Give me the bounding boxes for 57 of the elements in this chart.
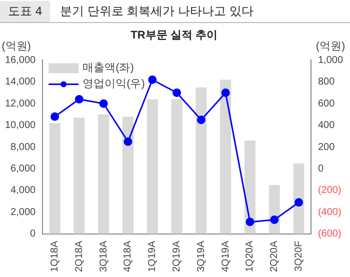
- x-tick-label: 2Q18A: [74, 240, 85, 272]
- x-tick-label: 1Q20A: [244, 240, 256, 272]
- point: [196, 116, 206, 124]
- point: [246, 218, 254, 226]
- x-tick-label: 1Q18A: [50, 240, 61, 272]
- chart-title: 분기 단위로 회복세가 나타나고 있다: [60, 2, 254, 20]
- x-tick-label: 4Q18A: [122, 240, 134, 272]
- y-tick-label: 6,000: [10, 163, 36, 174]
- bar: [196, 87, 207, 234]
- point: [172, 88, 182, 98]
- x-tick-label: 4Q19A: [220, 240, 232, 272]
- x-tick-label: 2Q20A: [269, 240, 280, 272]
- y-tick-label: 14,000: [4, 76, 36, 88]
- y2-tick-label: (600): [318, 228, 342, 240]
- point: [50, 112, 60, 121]
- x-tick-label: 3Q20F: [294, 240, 305, 272]
- legend-label: 영업이익(우): [82, 78, 145, 90]
- y-tick-label: 10,000: [4, 120, 36, 132]
- x-tick-label: 3Q18A: [98, 240, 110, 272]
- y-axis-title: (억원): [2, 40, 31, 53]
- point: [99, 99, 108, 108]
- y2-tick-label: (200): [318, 185, 342, 196]
- bar: [122, 116, 134, 234]
- bar: [293, 163, 304, 234]
- y-tick-label: 16,000: [4, 54, 36, 66]
- bar: [74, 118, 85, 234]
- bar: [220, 80, 232, 234]
- y-tick-label: 4,000: [10, 185, 36, 196]
- legend-label: 매출액(좌): [82, 62, 134, 74]
- point: [148, 75, 157, 84]
- y2-tick-label: 0: [318, 163, 324, 174]
- y-tick-label: 8,000: [10, 142, 36, 153]
- text: 도표 4: [0, 0, 50, 22]
- bar: [171, 99, 182, 234]
- bar: [49, 123, 60, 234]
- y-tick-label: 0: [30, 228, 36, 240]
- point: [74, 95, 84, 104]
- y2-tick-label: 1,000: [318, 54, 344, 66]
- x-tick-label: 2Q19A: [172, 240, 183, 272]
- bar: [98, 114, 110, 234]
- bar: [146, 99, 158, 234]
- y2-tick-label: 600: [318, 98, 336, 110]
- point: [124, 137, 132, 146]
- y2-axis-title: (억원): [316, 40, 346, 53]
- y-tick-label: 12,000: [4, 98, 36, 110]
- y2-tick-label: (400): [318, 206, 342, 218]
- chart-subtitle: TR부문 실적 추이: [130, 30, 218, 42]
- y2-tick-label: 400: [318, 120, 336, 132]
- y-tick-label: 2,000: [10, 206, 36, 218]
- x-tick-label: 1Q19A: [147, 240, 158, 272]
- bar: [244, 140, 256, 234]
- x-tick-label: 3Q19A: [196, 240, 207, 272]
- point: [221, 88, 230, 98]
- point: [270, 216, 279, 224]
- point: [294, 198, 304, 207]
- y2-tick-label: 800: [318, 76, 336, 88]
- y2-tick-label: 200: [318, 142, 336, 153]
